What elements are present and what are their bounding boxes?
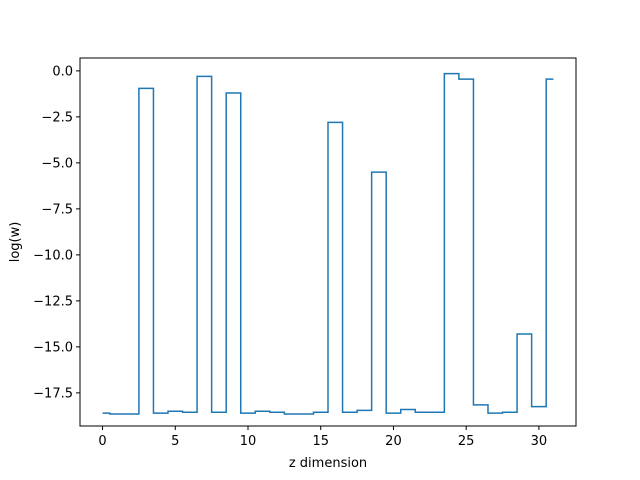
x-tick-label: 10 <box>240 434 257 449</box>
x-tick-label: 15 <box>312 434 329 449</box>
x-tick-label: 0 <box>98 434 106 449</box>
y-tick-label: −7.5 <box>41 202 73 217</box>
y-tick-label: −2.5 <box>41 110 73 125</box>
y-axis-ticks: 0.0 −2.5 −5.0 −7.5 −10.0 −12.5 −15.0 −17.5 <box>33 64 80 401</box>
y-tick-label: −12.5 <box>33 294 73 309</box>
y-tick-label: −17.5 <box>33 386 73 401</box>
x-axis-label: z dimension <box>289 456 367 471</box>
series-line-0 <box>102 72 554 415</box>
series-layer <box>102 72 554 415</box>
y-tick-label: 0.0 <box>52 64 73 79</box>
y-tick-label: −10.0 <box>33 248 73 263</box>
x-tick-label: 20 <box>385 434 402 449</box>
x-tick-label: 25 <box>458 434 475 449</box>
x-axis-ticks: 0 5 10 15 20 25 30 <box>98 426 547 449</box>
y-tick-label: −15.0 <box>33 340 73 355</box>
x-tick-label: 5 <box>171 434 179 449</box>
x-tick-label: 30 <box>531 434 548 449</box>
y-axis-label: log(w) <box>8 222 23 263</box>
axes-frame <box>79 57 577 427</box>
y-tick-label: −5.0 <box>41 156 73 171</box>
